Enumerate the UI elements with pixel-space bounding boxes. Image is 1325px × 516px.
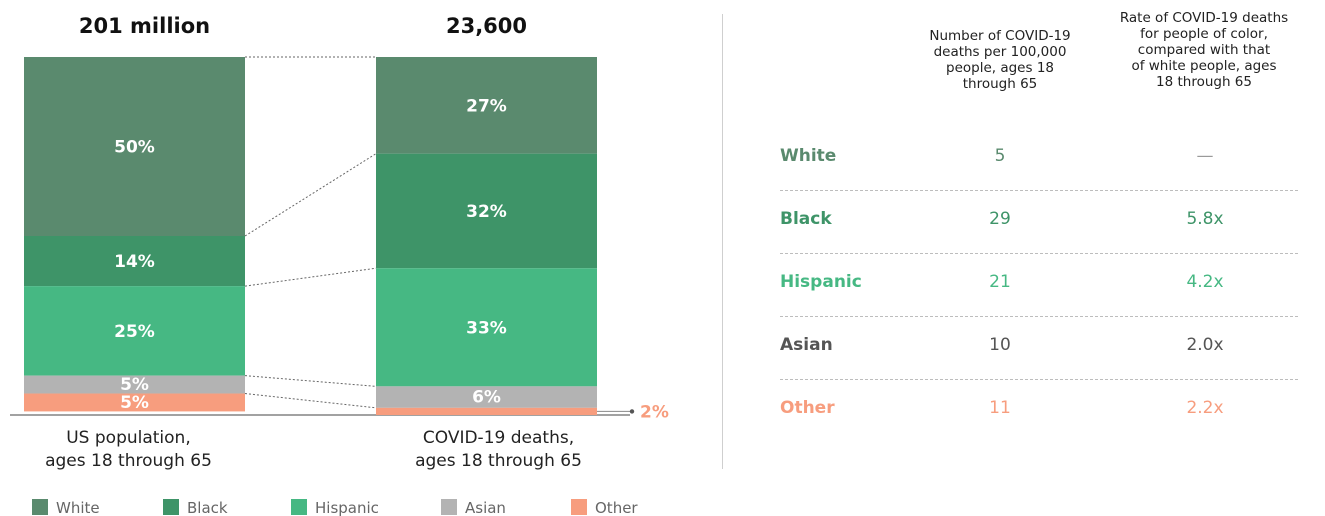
data-label-0-black: 14% <box>114 252 155 272</box>
row-deaths-per-100k: 21 <box>989 272 1011 292</box>
section-divider <box>722 14 723 469</box>
stacked-bar-chart: 50% 14% 25% 5%5% 201 million US population, ag… <box>10 14 669 516</box>
bar-segment-0-black <box>24 236 245 287</box>
legend-swatch-asian <box>441 499 457 515</box>
legend-swatch-other <box>571 499 587 515</box>
row-group-label: Other <box>780 398 835 418</box>
legend-swatch-black <box>163 499 179 515</box>
row-deaths-per-100k: 11 <box>989 398 1011 418</box>
total-label-1: 23,600 <box>446 14 527 38</box>
data-label-0-other: 5% <box>120 393 149 413</box>
table-row: White 5 — <box>780 128 1298 191</box>
row-deaths-per-100k: 5 <box>994 146 1006 166</box>
table-header: Number of COVID-19 deaths per 100,000 pe… <box>780 10 1298 128</box>
data-label-1-white: 27% <box>466 96 507 116</box>
bar-segment-1-white <box>376 57 597 154</box>
legend-swatch-hispanic <box>291 499 307 515</box>
table-row: Other 11 2.2x <box>780 380 1298 442</box>
bar-segment-0-hispanic <box>24 286 245 376</box>
rate-table: Number of COVID-19 deaths per 100,000 pe… <box>780 10 1298 442</box>
row-rate: 2.2x <box>1186 398 1224 418</box>
data-label-0-white: 50% <box>114 138 155 158</box>
category-label-0-line-1: ages 18 through 65 <box>45 451 212 471</box>
legend-label-black: Black <box>187 499 228 516</box>
data-label-0-hispanic: 25% <box>114 322 155 342</box>
table-body: White 5 — Black 29 5.8x Hispanic 21 4.2x Asian 10 2… <box>780 128 1298 442</box>
bar-segment-1-asian <box>376 386 597 408</box>
table-row: Hispanic 21 4.2x <box>780 254 1298 317</box>
connector-line-hispanic <box>244 375 377 387</box>
bar-segment-0-asian <box>24 375 245 394</box>
table-row: Black 29 5.8x <box>780 191 1298 254</box>
row-rate: 5.8x <box>1186 209 1224 229</box>
row-group-label: Hispanic <box>780 272 862 292</box>
data-label-1-hispanic: 33% <box>466 318 507 338</box>
row-deaths-per-100k: 29 <box>989 209 1011 229</box>
legend-label-hispanic: Hispanic <box>315 499 379 516</box>
legend-label-white: White <box>56 499 100 516</box>
row-rate: 4.2x <box>1186 272 1224 292</box>
row-deaths-per-100k: 10 <box>989 335 1011 355</box>
bar-segment-0-other <box>24 393 245 412</box>
bar-segment-1-black <box>376 153 597 269</box>
bar-segment-1-hispanic <box>376 268 597 387</box>
bar-segment-1-other <box>376 407 597 415</box>
row-rate: 2.0x <box>1186 335 1224 355</box>
bar-segment-0-white <box>24 57 245 236</box>
table-row: Asian 10 2.0x <box>780 317 1298 380</box>
row-group-label: Asian <box>780 335 833 355</box>
legend-label-asian: Asian <box>465 499 506 516</box>
legend-label-other: Other <box>595 499 638 516</box>
category-label-1-line-0: COVID-19 deaths, <box>423 428 574 448</box>
connector-line-black <box>244 267 377 287</box>
column-header-deaths-per-100k: Number of COVID-19 deaths per 100,000 pe… <box>929 28 1071 92</box>
data-label-0-asian: 5% <box>120 375 149 395</box>
total-label-0: 201 million <box>79 14 210 38</box>
data-label-1-black: 32% <box>466 202 507 222</box>
category-label-1-line-1: ages 18 through 65 <box>415 451 582 471</box>
callout-dot-1-other <box>629 409 635 414</box>
connector-line-white <box>244 153 377 237</box>
column-header-rate: Rate of COVID-19 deaths for people of co… <box>1119 10 1289 90</box>
data-label-1-other: 2% <box>640 402 669 422</box>
connector-line-asian <box>244 393 377 409</box>
row-group-label: Black <box>780 209 832 229</box>
row-rate: — <box>1196 146 1214 166</box>
category-label-0-line-0: US population, <box>66 428 191 448</box>
legend-swatch-white <box>32 499 48 515</box>
row-group-label: White <box>780 146 837 166</box>
data-label-1-asian: 6% <box>472 388 501 408</box>
